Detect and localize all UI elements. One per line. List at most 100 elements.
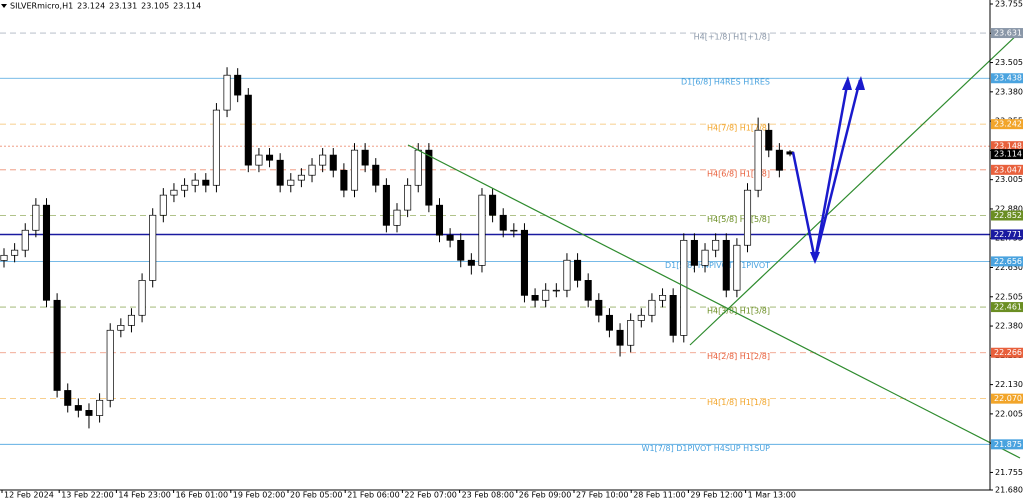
- candle-body: [637, 314, 645, 321]
- y-tick-label: 22.380: [995, 322, 1023, 331]
- candle-body: [574, 259, 582, 281]
- candle-body: [181, 184, 189, 191]
- x-tick-label: 13 Feb 22:00: [61, 491, 113, 500]
- price-box-label: 22.266: [994, 348, 1022, 357]
- x-tick-label: 21 Feb 06:00: [347, 491, 399, 500]
- candle-body: [287, 179, 295, 186]
- candle-body: [117, 324, 125, 331]
- candle-body: [96, 399, 104, 416]
- candles: [0, 67, 794, 429]
- candle-body: [627, 320, 635, 346]
- candle-body: [616, 329, 624, 346]
- price-box: [991, 119, 1023, 130]
- price-box: [991, 302, 1023, 313]
- candle-body: [329, 154, 337, 171]
- header-text: 23.105: [141, 2, 169, 11]
- candle-body: [467, 259, 475, 266]
- x-tick-label: 28 Feb 11:00: [633, 491, 685, 500]
- candle-body: [765, 129, 773, 151]
- candle-body: [733, 244, 741, 291]
- x-tick-label: 27 Feb 10:00: [576, 491, 628, 500]
- x-tick-label: 19 Feb 02:00: [233, 491, 285, 500]
- price-box: [991, 73, 1023, 84]
- candle-body: [510, 229, 518, 232]
- candle-body: [42, 204, 51, 301]
- arrow-head: [810, 252, 820, 264]
- level-label: H4[+1/8] H1[+1/8]: [694, 33, 770, 42]
- price-box-label: 22.070: [994, 394, 1022, 403]
- candle-body: [202, 179, 210, 186]
- candle-body: [11, 249, 19, 256]
- current-price-box: [991, 149, 1023, 160]
- price-box-label: 23.631: [994, 29, 1022, 38]
- candle-body: [605, 314, 613, 331]
- candle-body: [340, 169, 348, 191]
- candle-body: [393, 209, 401, 226]
- candle-body: [372, 164, 380, 186]
- candle-body: [669, 295, 677, 336]
- candle-body: [499, 214, 507, 231]
- level-label: D1[6/8] H4RES H1RES: [681, 78, 770, 87]
- price-box: [991, 256, 1023, 267]
- candle-body: [149, 214, 157, 281]
- price-box-label: 23.242: [994, 120, 1022, 129]
- x-tick-label: 20 Feb 05:00: [290, 491, 342, 500]
- levels: H4[+1/8] H1[+1/8] D1[6/8] H4RES H1RES H4[7…: [0, 33, 990, 453]
- candle-body: [446, 234, 454, 241]
- trend-line: [689, 31, 1021, 346]
- candle-body: [531, 295, 539, 301]
- candle-body: [319, 154, 327, 166]
- candle-body: [234, 74, 242, 96]
- level-label: W1[7/8] D1PIVOT H4SUP H1SUP: [642, 444, 771, 453]
- price-box: [991, 229, 1023, 240]
- price-box-label: 21.875: [994, 440, 1022, 449]
- candle-body: [457, 239, 465, 261]
- y-tick-label: 21.680: [995, 486, 1023, 495]
- candle-body: [53, 299, 61, 391]
- x-tick-label: 23 Feb 08:00: [462, 491, 514, 500]
- price-box-label: 22.852: [994, 211, 1022, 220]
- candle-body: [701, 249, 709, 266]
- candle-body: [0, 254, 8, 261]
- candle-body: [414, 149, 422, 186]
- price-box-label: 23.047: [994, 165, 1022, 174]
- header: SILVERmicro,H1 23.124 23.131 23.105 23.114: [1, 2, 201, 11]
- candle-body: [552, 289, 560, 292]
- candle-body: [191, 179, 199, 186]
- candle-body: [648, 299, 656, 316]
- candle-body: [212, 109, 220, 186]
- candle-body: [595, 299, 603, 316]
- level-label: H4[3/8] H1[3/8]: [707, 307, 770, 316]
- candle-body: [74, 405, 82, 411]
- candle-body: [563, 259, 571, 291]
- candle-body: [308, 164, 316, 176]
- x-tick-label: 16 Feb 01:00: [176, 491, 228, 500]
- candle-body: [659, 295, 667, 301]
- header-text: 23.114: [173, 2, 201, 11]
- candle-body: [520, 229, 528, 296]
- price-box-label: 22.461: [994, 303, 1022, 312]
- x-tick-label: 22 Feb 07:00: [404, 491, 456, 500]
- candle-body: [350, 149, 359, 191]
- candle-body: [159, 194, 167, 216]
- candle-body: [489, 194, 497, 216]
- candle-body: [170, 189, 178, 196]
- candle-body: [64, 390, 72, 406]
- candle-body: [584, 280, 592, 301]
- y-tick-label: 22.505: [995, 292, 1023, 301]
- y-tick-label: 23.505: [995, 58, 1023, 67]
- candle-body: [542, 289, 550, 301]
- candle-body: [775, 149, 783, 171]
- candle-body: [425, 149, 433, 206]
- price-box: [991, 210, 1023, 221]
- candle-body: [266, 154, 274, 161]
- forecast-arrow: [813, 79, 862, 261]
- y-tick-label: 22.630: [995, 263, 1023, 272]
- level-label: H4[1/8] H1[1/8]: [707, 398, 770, 407]
- level-label: D1[5/8] H4PIVOT H1PIVOT: [665, 261, 770, 270]
- price-box: [991, 28, 1023, 39]
- candle-body: [255, 154, 263, 166]
- candle-body: [722, 239, 730, 291]
